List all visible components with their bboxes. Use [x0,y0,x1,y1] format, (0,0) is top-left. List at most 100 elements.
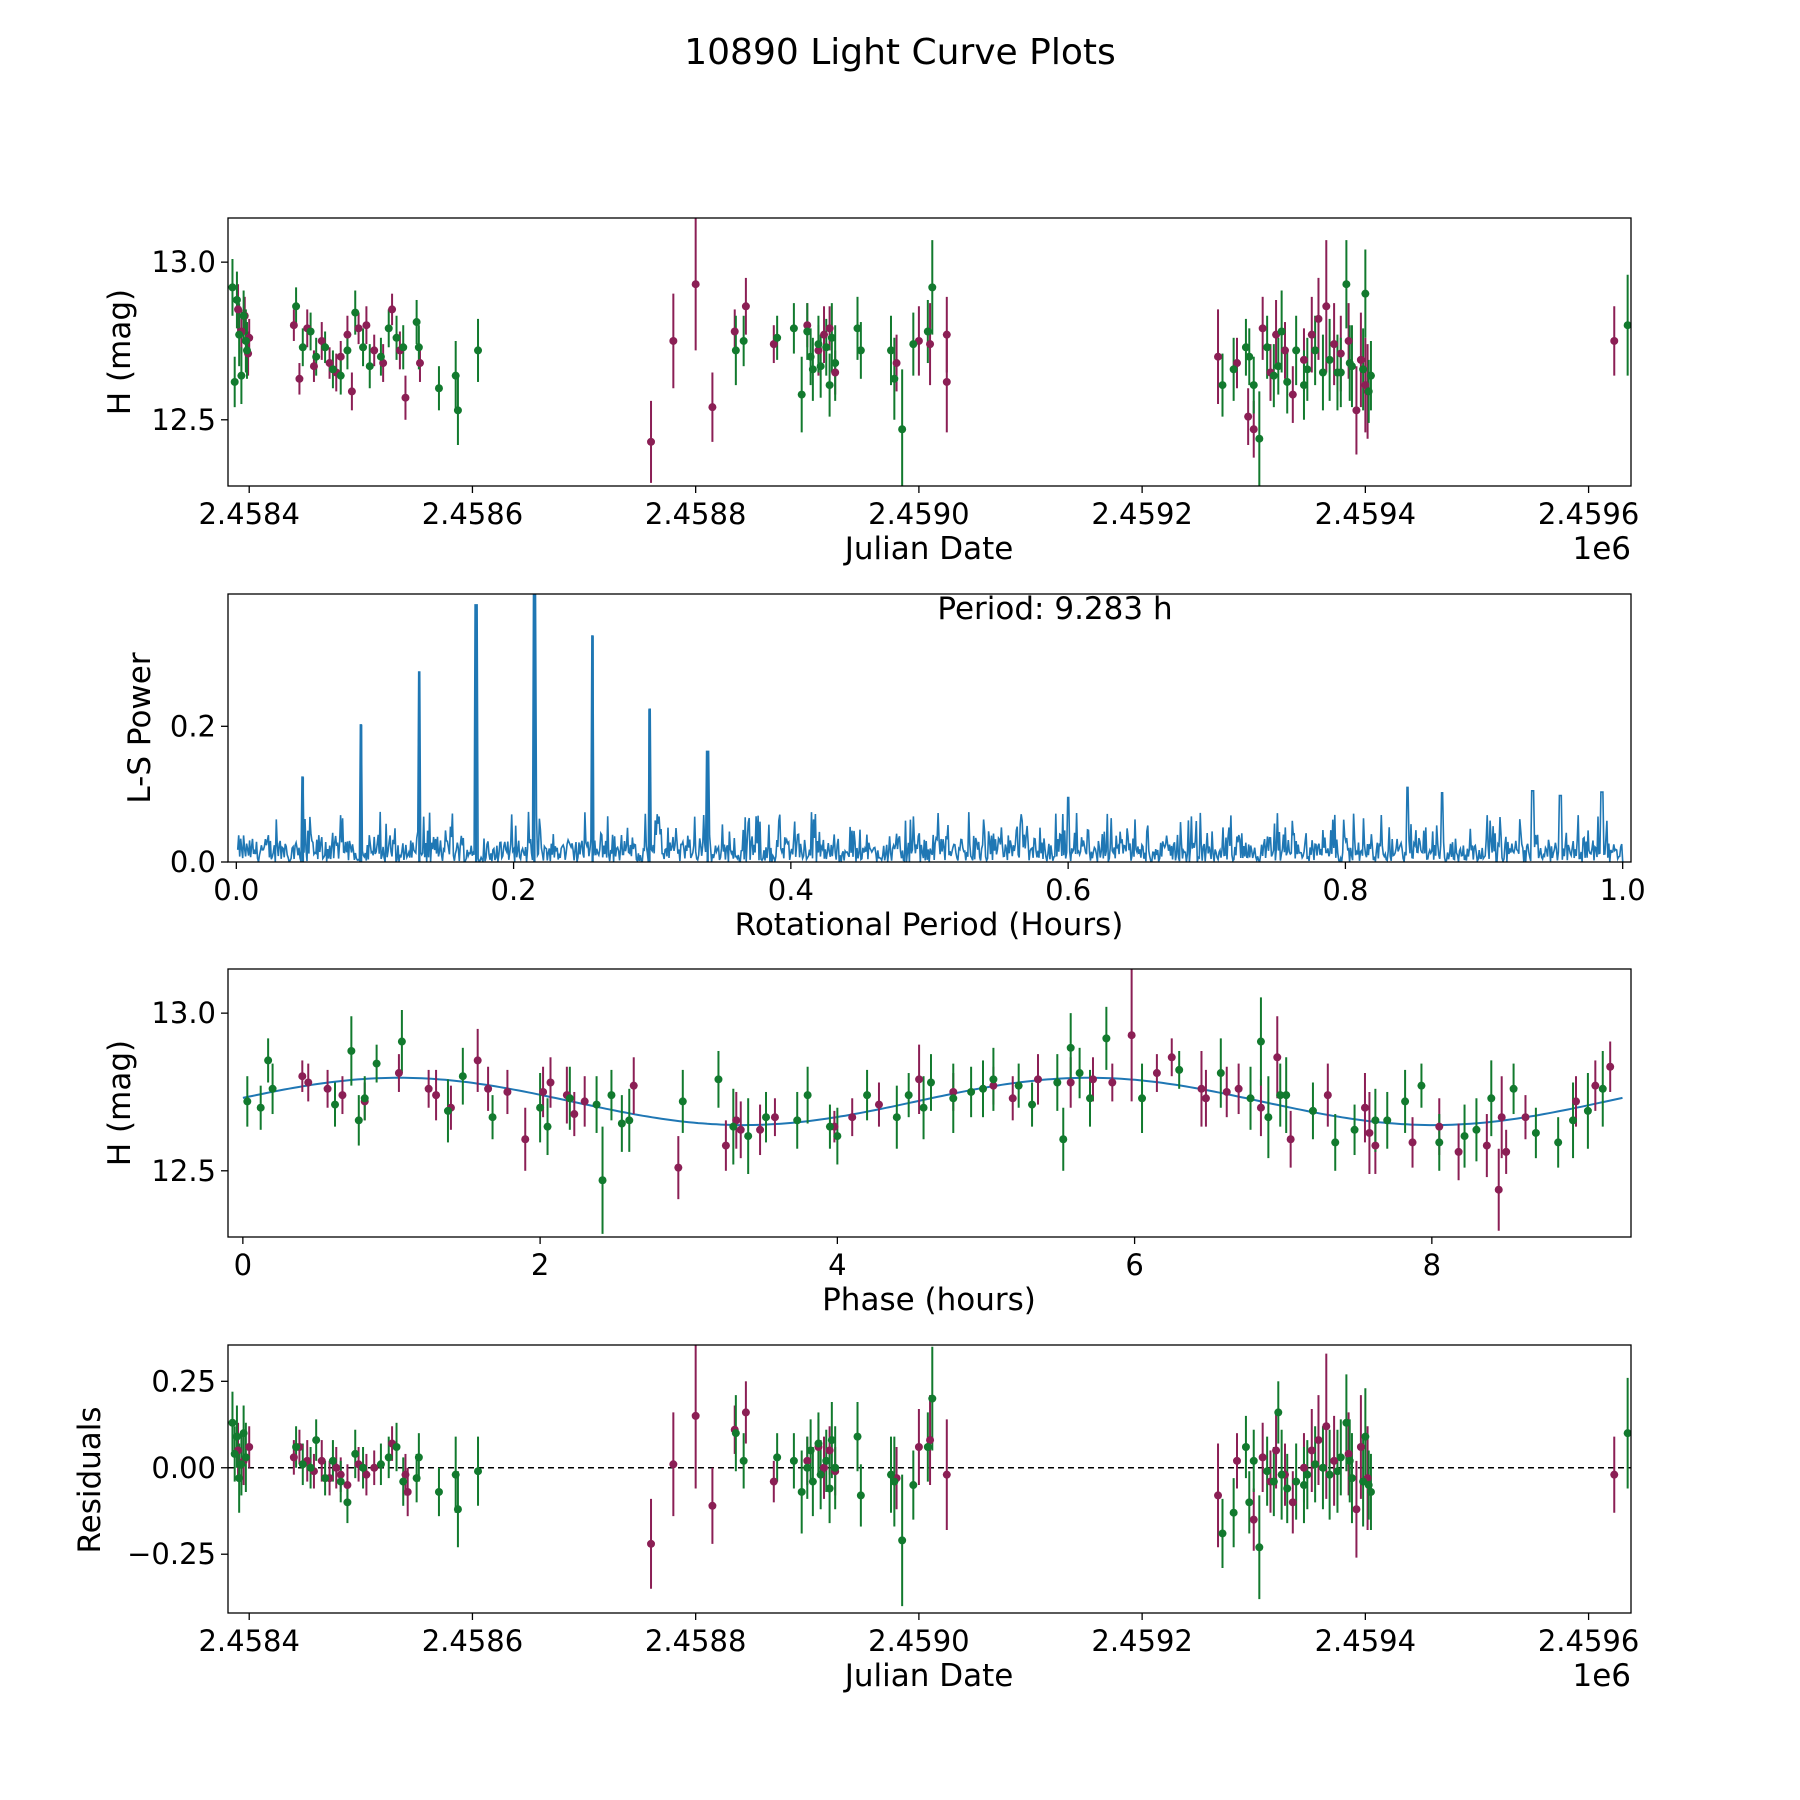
data-point [1342,1418,1351,1427]
data-point [458,1072,467,1081]
data-point [1059,1135,1068,1144]
data-point [292,1443,301,1452]
data-point [304,1078,313,1087]
data-point [565,1094,574,1103]
data-point [343,1481,352,1490]
data-point [744,1132,753,1141]
data-point [484,1084,493,1093]
data-point [926,1078,935,1087]
data-point [731,1429,740,1438]
data-point [1218,1529,1227,1538]
data-point [708,403,717,412]
data-point [228,283,237,292]
data-point [979,1084,988,1093]
data-point [909,1481,918,1490]
data-point [1356,1443,1365,1452]
data-point [647,1539,656,1548]
data-point [741,1408,750,1417]
data-point [343,346,352,355]
residuals-frame [227,1344,1632,1614]
data-point [816,362,825,371]
data-point [332,1463,341,1472]
data-point [607,1091,616,1100]
data-point [827,1436,836,1445]
x-tick-label: 2.4586 [422,1624,523,1658]
data-point [1345,1456,1354,1465]
data-point [321,343,330,352]
data-point [365,362,374,371]
light-curve-frame [227,217,1632,487]
data-point [414,343,423,352]
data-point [1274,362,1283,371]
data-point [914,1443,923,1452]
x-tick-label: 2.4584 [198,1624,299,1658]
data-point [1249,1515,1258,1524]
data-point [708,1501,717,1510]
data-point [347,387,356,396]
data-point [343,330,352,339]
phased-xlabel: Phase (hours) [822,1282,1036,1318]
data-point [432,1091,441,1100]
data-point [268,1084,277,1093]
data-point [1325,1470,1334,1479]
data-point [1245,1498,1254,1507]
data-point [399,343,408,352]
data-point [831,359,840,368]
data-point [241,336,250,345]
data-point [1342,280,1351,289]
figure-title: 10890 Light Curve Plots [684,32,1116,73]
data-point [379,359,388,368]
y-tick-label: 0.2 [170,709,216,743]
data-point [814,1439,823,1448]
data-point [376,352,385,361]
data-point [1288,390,1297,399]
data-point [328,1456,337,1465]
data-point [1336,1453,1345,1462]
data-point [942,377,951,386]
data-point [536,1103,545,1112]
data-point [503,1087,512,1096]
y-tick-label: 13.0 [151,996,216,1030]
data-point [741,302,750,311]
data-point [669,1460,678,1469]
data-point [942,1470,951,1479]
x-tick-label: 2.4590 [868,497,969,531]
light-curve-axes: 2.4584 2.4586 2.4588 2.4590 2.4592 2.4594 2.45… [151,245,1639,531]
data-point [539,1087,548,1096]
data-point [1245,352,1254,361]
data-point [1249,381,1258,390]
data-point [797,1487,806,1496]
data-point [890,374,899,383]
data-point [1152,1069,1161,1078]
residuals-plot-area [228,1345,1631,1607]
data-point [1292,346,1301,355]
data-point [1460,1132,1469,1141]
data-point [1572,1097,1581,1106]
panel-periodogram: 0.0 0.2 0.4 0.6 0.8 1.0 0.0 0.2 Period: 9.283 h… [122,591,1646,943]
x-tick-label: 0.0 [213,873,259,907]
data-point [773,333,782,342]
data-point [1276,1091,1285,1100]
data-point [739,1456,748,1465]
periodogram-frame [227,593,1632,863]
data-point [239,311,248,320]
data-point [1364,1481,1373,1490]
data-point [856,346,865,355]
data-point [1623,1429,1631,1438]
data-point [242,346,251,355]
data-point [243,1097,252,1106]
data-point [1256,1037,1265,1046]
data-point [1359,365,1368,374]
x-tick-label: 2.4596 [1538,1624,1639,1658]
data-point [298,1460,307,1469]
data-point [1591,1081,1600,1090]
data-point [989,1075,998,1084]
data-point [820,1463,829,1472]
data-point [359,1463,368,1472]
data-point [1241,1443,1250,1452]
data-point [1255,1543,1264,1552]
data-point [808,1477,817,1486]
data-point [264,1056,273,1065]
data-point [473,1056,482,1065]
data-point [1331,1138,1340,1147]
